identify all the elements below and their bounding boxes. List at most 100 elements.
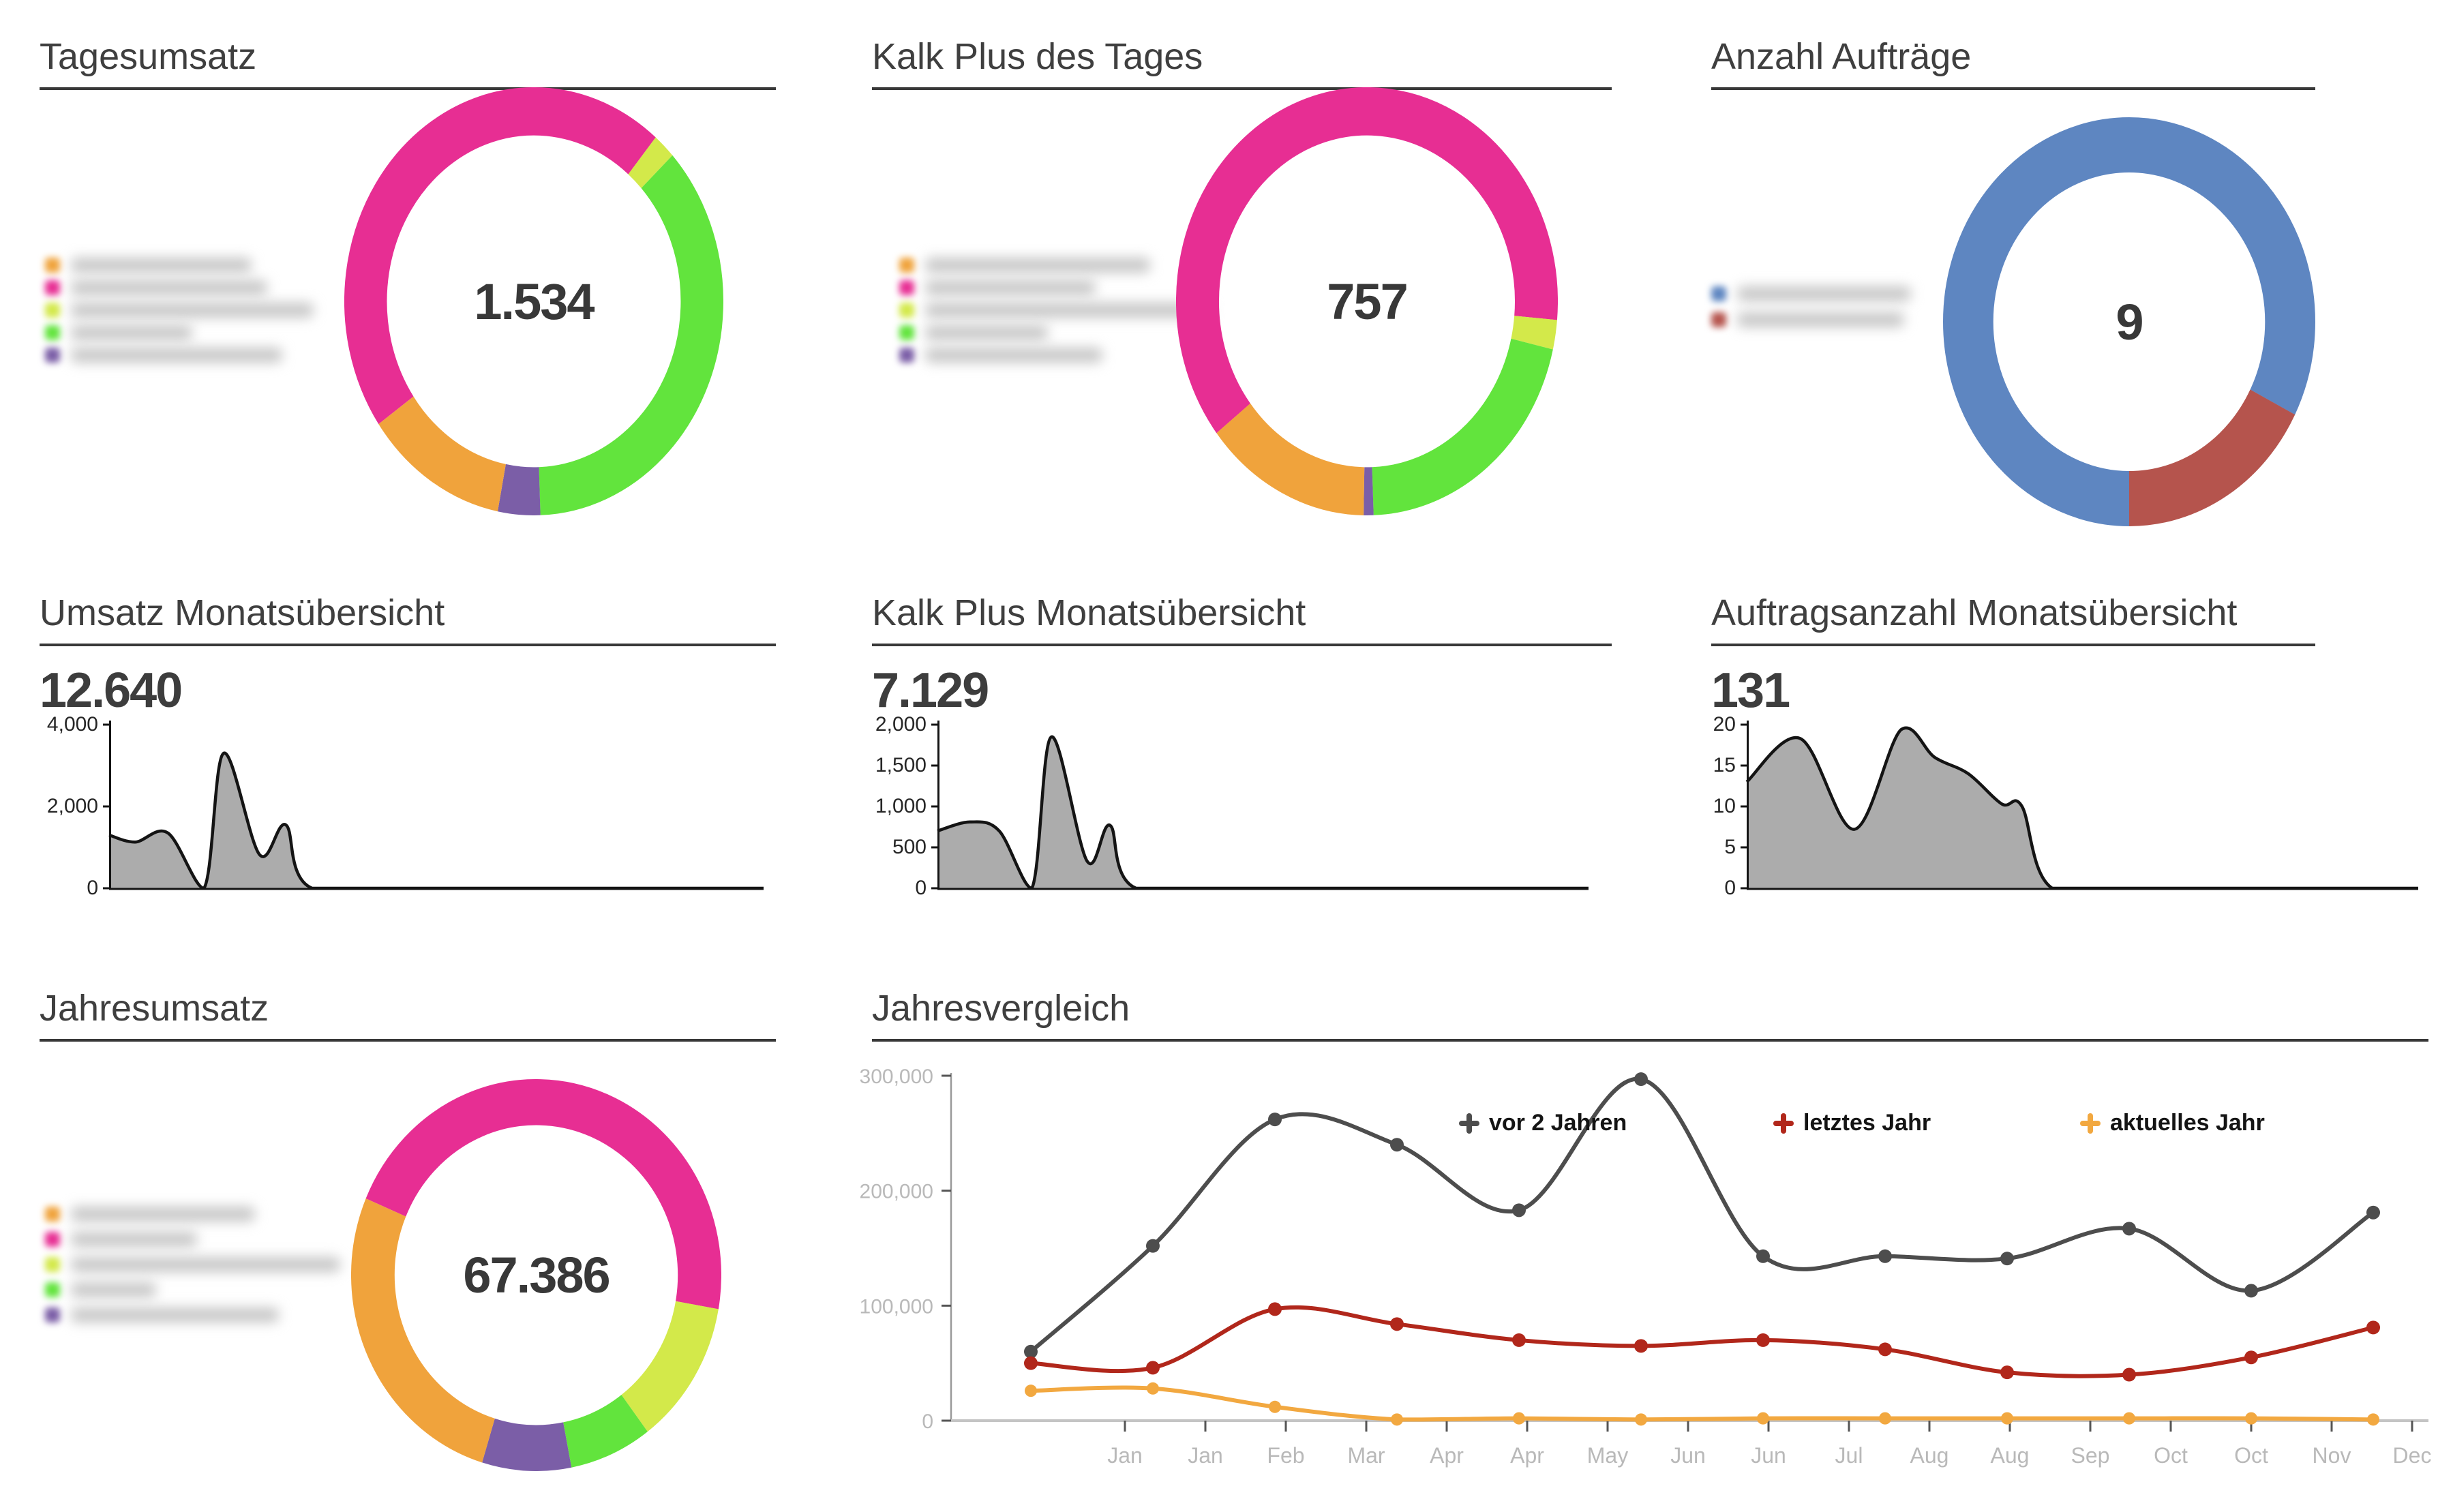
- tile-title: Anzahl Aufträge: [1711, 36, 1972, 77]
- legend-color-marker: [45, 1307, 60, 1322]
- legend-row-redacted: [899, 258, 1212, 273]
- donut-chart: 67.386: [351, 1079, 721, 1471]
- donut-segment: [351, 1079, 721, 1471]
- series-point: [1878, 1249, 1892, 1263]
- legend-text-redacted: [1737, 286, 1911, 301]
- tile-title: Jahresumsatz: [40, 988, 269, 1029]
- legend-text-redacted: [71, 1207, 255, 1222]
- y-tick-label: 0: [915, 877, 927, 899]
- tile-title: Kalk Plus Monatsübersicht: [872, 592, 1306, 633]
- area-line: [1745, 726, 2418, 890]
- series-point: [1146, 1239, 1160, 1253]
- x-tick-label: Nov: [2313, 1443, 2351, 1468]
- series-point: [1147, 1382, 1159, 1395]
- donut-svg: [344, 87, 723, 515]
- series-point: [1512, 1333, 1526, 1347]
- tile-umsatz-monat: Umsatz Monatsübersicht 12.640 4,000 2,000…: [40, 592, 776, 973]
- legend-row-redacted: [45, 1282, 340, 1297]
- x-tick-label: Aug: [1991, 1443, 2030, 1468]
- series-point: [1756, 1249, 1770, 1263]
- legend-color-marker: [899, 258, 914, 273]
- donut-chart: 9: [1943, 117, 2315, 526]
- x-tick-label: Jan: [1188, 1443, 1223, 1468]
- legend-color-marker: [45, 1207, 60, 1222]
- donut-legend-redacted: [45, 1207, 340, 1322]
- y-tick-label: 0: [1724, 877, 1736, 899]
- series-point: [1268, 1113, 1282, 1127]
- monthly-total-value: 12.640: [40, 663, 183, 718]
- tile-kalk-plus-tages: Kalk Plus des Tages 757: [872, 35, 1612, 581]
- legend-color-marker: [1711, 312, 1726, 327]
- legend-row-redacted: [45, 348, 314, 363]
- donut-segment: [344, 87, 723, 515]
- legend-color-marker: [45, 348, 60, 363]
- donut-center-value: 757: [1327, 273, 1408, 330]
- donut-segment: [351, 1079, 721, 1471]
- donut-center-value: 1.534: [474, 273, 595, 330]
- tile-jahresvergleich: Jahresvergleich 300,000 200,000 100,000 0 Ja…: [860, 987, 2432, 1512]
- legend-text-redacted: [925, 280, 1096, 295]
- x-tick-label: Jul: [1835, 1443, 1863, 1468]
- y-tick-label: 10: [1713, 795, 1736, 817]
- legend-text-redacted: [71, 258, 252, 273]
- legend-row-redacted: [45, 325, 314, 340]
- area-chart: 20 15 10 5 0: [1711, 713, 2427, 924]
- title-rule: [1711, 87, 2315, 90]
- title-rule: [872, 1039, 2428, 1042]
- series-point: [2245, 1412, 2257, 1425]
- legend-text-redacted: [71, 1282, 156, 1297]
- series-point: [2367, 1413, 2379, 1426]
- title-rule: [872, 644, 1612, 646]
- series-point: [1879, 1412, 1891, 1425]
- y-tick-label: 300,000: [860, 1065, 933, 1088]
- line-svg: 300,000 200,000 100,000 0 Jan Jan Feb Mar Apr Apr…: [860, 1065, 2432, 1468]
- legend-text-redacted: [925, 325, 1048, 340]
- series-point: [1269, 1400, 1281, 1413]
- x-tick-label: Jan: [1107, 1443, 1143, 1468]
- x-tick-label: Aug: [1910, 1443, 1949, 1468]
- series-point: [1513, 1412, 1525, 1425]
- series-line-2: [1029, 1385, 2375, 1422]
- title-rule: [40, 644, 776, 646]
- donut-legend-redacted: [45, 258, 314, 363]
- legend-text-redacted: [71, 1307, 279, 1322]
- x-tick-label: Jun: [1670, 1443, 1706, 1468]
- y-tick-label: 15: [1713, 754, 1736, 776]
- area-svg: [931, 721, 1589, 890]
- y-tick-label: 2,000: [46, 795, 98, 817]
- legend-row-redacted: [45, 1257, 340, 1272]
- series-point: [1024, 1356, 1038, 1370]
- tile-title: Auftragsanzahl Monatsübersicht: [1711, 592, 2238, 633]
- series-point: [1268, 1302, 1282, 1316]
- x-tick-label: Jun: [1751, 1443, 1786, 1468]
- tile-title: Tagesumsatz: [40, 36, 257, 77]
- title-rule: [872, 87, 1612, 90]
- x-tick-label: Apr: [1510, 1443, 1544, 1468]
- series-point: [2122, 1222, 2136, 1236]
- series-point: [2000, 1365, 2014, 1380]
- series-point: [2244, 1350, 2258, 1365]
- donut-center-value: 67.386: [463, 1247, 610, 1303]
- monthly-total-value: 131: [1711, 663, 1790, 718]
- series-point: [1634, 1339, 1648, 1353]
- legend-row-redacted: [1711, 312, 1911, 327]
- legend-color-marker: [45, 1282, 60, 1297]
- monthly-total-value: 7.129: [872, 663, 989, 718]
- tile-kalkplus-monat: Kalk Plus Monatsübersicht 7.129 2,000 1,5…: [872, 592, 1612, 973]
- legend-label: aktuelles Jahr: [2110, 1110, 2265, 1136]
- area-line: [108, 751, 764, 890]
- legend-color-marker: [45, 258, 60, 273]
- y-tick-label: 500: [892, 836, 927, 858]
- series-line-1: [1029, 1305, 2375, 1378]
- x-tick-label: Feb: [1267, 1443, 1304, 1468]
- area-fill: [109, 753, 764, 888]
- x-tick-label: May: [1587, 1443, 1628, 1468]
- legend-color-marker: [899, 348, 914, 363]
- area-line: [937, 735, 1589, 890]
- series-line-0: [1029, 1076, 2375, 1354]
- area-fill: [1747, 727, 2418, 888]
- legend-row-redacted: [45, 1207, 340, 1222]
- series-point: [1025, 1385, 1037, 1397]
- legend-text-redacted: [71, 303, 314, 318]
